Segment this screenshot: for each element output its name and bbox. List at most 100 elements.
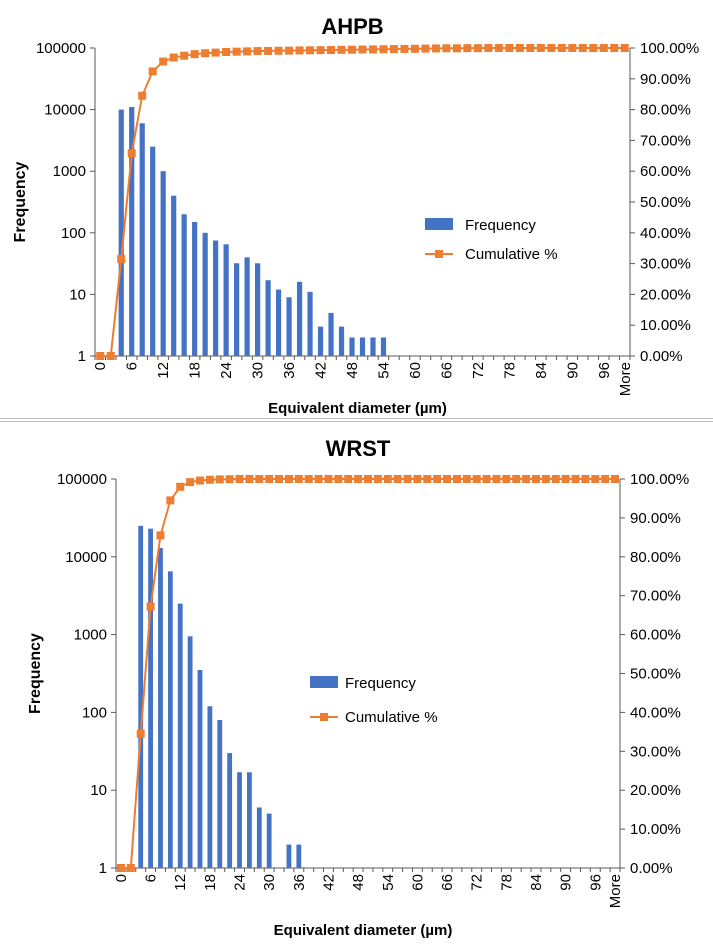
- y2-tick-label: 10.00%: [630, 821, 681, 838]
- y-axis-label: Frequency: [12, 161, 29, 242]
- frequency-bar: [266, 813, 272, 868]
- y2-tick-label: 50.00%: [640, 194, 691, 211]
- cumulative-point: [571, 475, 580, 483]
- frequency-bar: [167, 571, 173, 868]
- frequency-bar: [207, 706, 213, 868]
- cumulative-point: [373, 475, 382, 483]
- cumulative-line: [100, 47, 625, 357]
- cumulative-point: [138, 91, 147, 100]
- x-tick-label: 18: [187, 362, 204, 379]
- cumulative-point: [433, 475, 442, 483]
- x-tick-label: 90: [564, 362, 581, 379]
- x-tick-label: 84: [533, 362, 550, 379]
- cumulative-point: [295, 46, 304, 55]
- cumulative-point: [599, 44, 608, 52]
- frequency-bar: [158, 547, 163, 868]
- cumulative-point: [561, 475, 570, 483]
- cumulative-point: [413, 475, 422, 483]
- y2-tick-label: 70.00%: [630, 588, 681, 605]
- x-tick-label: 54: [380, 874, 397, 891]
- frequency-bar: [275, 289, 282, 356]
- x-tick-label: 18: [202, 874, 219, 891]
- y2-tick-label: 40.00%: [640, 225, 691, 242]
- frequency-bar: [197, 670, 203, 868]
- cumulative-point: [581, 475, 590, 483]
- cumulative-point: [547, 44, 556, 52]
- cumulative-point: [255, 475, 264, 483]
- cumulative-point: [304, 475, 313, 483]
- frequency-bar: [256, 807, 262, 868]
- legend-frequency-swatch: [425, 218, 453, 230]
- y2-tick-label: 90.00%: [640, 71, 691, 88]
- cumulative-point: [116, 864, 125, 872]
- y-tick-label: 10000: [44, 102, 86, 119]
- y-tick-label: 100: [61, 225, 86, 242]
- cumulative-point: [324, 475, 333, 483]
- cumulative-point: [146, 602, 155, 611]
- legend-cumulative-label: Cumulative %: [465, 246, 558, 263]
- cumulative-point: [253, 47, 262, 56]
- cumulative-point: [264, 46, 273, 55]
- cumulative-point: [494, 44, 503, 52]
- cumulative-point: [180, 51, 189, 60]
- cumulative-point: [505, 44, 514, 52]
- frequency-bar: [247, 772, 252, 868]
- cumulative-point: [127, 149, 136, 158]
- frequency-bar: [328, 312, 334, 356]
- cumulative-point: [368, 45, 377, 54]
- frequency-bar: [139, 123, 145, 356]
- cumulative-point: [169, 53, 178, 62]
- frequency-bar: [213, 240, 219, 356]
- cumulative-point: [463, 44, 472, 53]
- x-tick-label: 36: [281, 362, 298, 379]
- cumulative-point: [536, 44, 545, 52]
- y-tick-label: 1: [78, 348, 86, 365]
- frequency-bar: [202, 232, 208, 356]
- cumulative-point: [106, 352, 115, 360]
- frequency-bar: [254, 263, 261, 356]
- frequency-bar: [234, 263, 240, 356]
- x-tick-label: 42: [320, 874, 337, 891]
- y2-tick-label: 0.00%: [640, 348, 683, 365]
- cumulative-point: [314, 475, 323, 483]
- frequency-bar: [138, 525, 144, 868]
- frequency-bar: [286, 844, 292, 868]
- legend-frequency-label: Frequency: [465, 217, 536, 234]
- cumulative-point: [354, 475, 363, 483]
- x-tick-label: 60: [409, 874, 426, 891]
- cumulative-point: [364, 475, 372, 483]
- cumulative-point: [431, 44, 440, 53]
- legend-cumulative-marker: [320, 713, 328, 721]
- frequency-bar: [286, 297, 292, 356]
- cumulative-point: [348, 45, 357, 54]
- cumulative-point: [117, 254, 126, 263]
- cumulative-point: [601, 475, 610, 483]
- cumulative-point: [492, 475, 501, 483]
- cumulative-point: [265, 475, 274, 483]
- frequency-bar: [217, 719, 223, 868]
- cumulative-point: [393, 475, 402, 483]
- y2-tick-label: 100.00%: [640, 40, 699, 57]
- x-tick-label: 78: [501, 362, 518, 379]
- y2-tick-label: 30.00%: [630, 743, 681, 760]
- cumulative-point: [275, 475, 284, 483]
- x-tick-label: 24: [232, 874, 249, 891]
- y2-tick-label: 80.00%: [630, 549, 681, 566]
- frequency-bar: [237, 772, 242, 868]
- frequency-bar: [181, 214, 187, 356]
- frequency-bar: [148, 528, 153, 868]
- x-tick-label: 24: [218, 362, 235, 379]
- cumulative-point: [473, 44, 482, 53]
- y2-tick-label: 60.00%: [640, 163, 691, 180]
- x-tick-label: 78: [498, 874, 515, 891]
- frequency-bar: [192, 221, 198, 356]
- x-tick-label: More: [607, 874, 624, 908]
- x-tick-label: 48: [344, 362, 361, 379]
- chart-title: WRST: [326, 436, 391, 461]
- cumulative-point: [557, 44, 566, 52]
- frequency-bar: [223, 244, 229, 356]
- x-tick-label: More: [617, 362, 634, 396]
- cumulative-point: [337, 45, 346, 54]
- cumulative-point: [294, 475, 303, 483]
- x-tick-label: 84: [528, 874, 545, 891]
